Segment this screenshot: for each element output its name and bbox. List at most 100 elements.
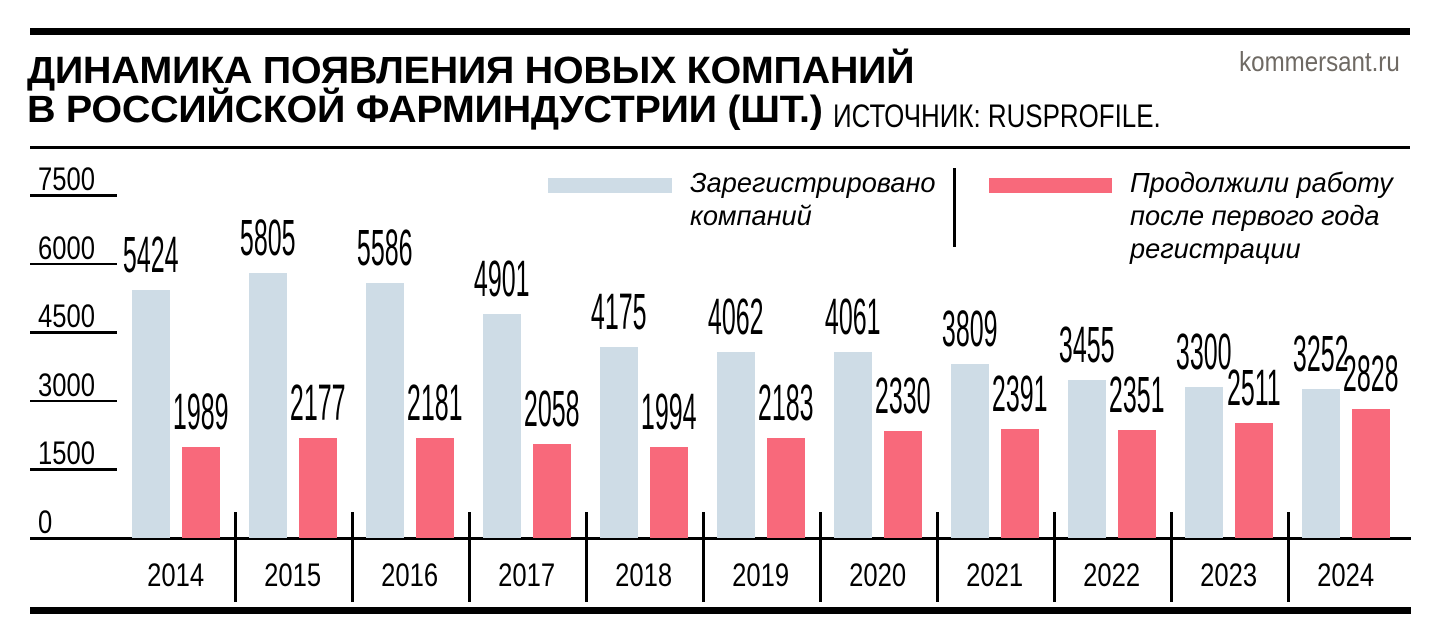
y-axis-label-4500: 4500	[38, 300, 109, 332]
value-label-registered-2024: 3252	[1241, 328, 1401, 379]
value-label-survived-2024-text: 2828	[1343, 345, 1399, 402]
value-label-registered-2019-text: 4062	[708, 288, 764, 345]
x-axis-label-2021-text: 2021	[966, 557, 1024, 593]
x-axis-separator-3	[585, 512, 588, 602]
value-label-survived-2018-text: 1994	[641, 383, 697, 440]
value-label-survived-2022-text: 2351	[1109, 366, 1165, 423]
value-label-survived-2016: 2181	[355, 377, 515, 428]
bar-survived-2017	[533, 444, 571, 538]
bar-survived-2023	[1235, 423, 1273, 538]
title-line-1: ДИНАМИКА ПОЯВЛЕНИЯ НОВЫХ КОМПАНИЙ	[27, 52, 915, 91]
legend-swatch-survived	[989, 178, 1112, 193]
legend-survived-line-3: регистрации	[1130, 232, 1401, 265]
bar-survived-2019	[767, 438, 805, 538]
value-label-registered-2017: 4901	[422, 253, 582, 304]
x-axis-label-2023-text: 2023	[1200, 557, 1258, 593]
x-axis-separator-1	[351, 512, 354, 602]
value-label-survived-2019-text: 2183	[758, 374, 814, 431]
legend-divider	[953, 168, 956, 247]
source-label-text: ИСТОЧНИК: RUSPROFILE.	[833, 98, 1161, 134]
x-axis-label-2016-text: 2016	[381, 557, 439, 593]
bar-registered-2019	[717, 352, 755, 538]
value-label-registered-2018: 4175	[539, 286, 699, 337]
value-label-registered-2021-text: 3809	[942, 300, 998, 357]
bottom-rule	[30, 607, 1411, 614]
value-label-registered-2024-text: 3252	[1293, 325, 1349, 382]
y-axis-tick-6000	[30, 262, 117, 266]
bar-registered-2018	[600, 347, 638, 538]
bar-survived-2021	[1001, 429, 1039, 538]
legend-registered-line-1: Зарегистрировано	[690, 166, 943, 199]
x-axis-label-2024-text: 2024	[1317, 557, 1375, 593]
x-axis-label-2024: 2024	[1266, 559, 1426, 591]
bar-registered-2023	[1185, 387, 1223, 538]
legend-survived-line-3-text: регистрации	[1130, 233, 1301, 264]
y-axis-label-6000: 6000	[38, 232, 109, 264]
x-axis-label-2018-text: 2018	[615, 557, 673, 593]
value-label-registered-2023: 3300	[1124, 326, 1284, 377]
value-label-survived-2015: 2177	[238, 377, 398, 428]
legend-survived-line-2-text: после первого года	[1130, 200, 1380, 231]
title-line-1-text: ДИНАМИКА ПОЯВЛЕНИЯ НОВЫХ КОМПАНИЙ	[27, 50, 915, 92]
value-label-registered-2015-text: 5805	[240, 209, 296, 266]
value-label-survived-2023-text: 2511	[1227, 359, 1281, 416]
bar-registered-2022	[1068, 380, 1106, 538]
value-label-survived-2020-text: 2330	[875, 367, 931, 424]
value-label-survived-2020: 2330	[823, 370, 983, 421]
x-axis-label-2021: 2021	[915, 559, 1075, 591]
x-axis-separator-2	[468, 512, 471, 602]
value-label-survived-2017-text: 2058	[524, 380, 580, 437]
x-axis-label-2022: 2022	[1032, 559, 1192, 591]
bar-registered-2021	[951, 364, 989, 538]
legend-registered-line-2-text: компаний	[690, 200, 812, 231]
x-axis-label-2014-text: 2014	[147, 557, 205, 593]
bar-survived-2022	[1118, 430, 1156, 538]
x-axis-label-2020-text: 2020	[849, 557, 907, 593]
value-label-survived-2017: 2058	[472, 383, 632, 434]
legend-registered-line-2: компаний	[690, 199, 943, 232]
title-line-2: В РОССИЙСКОЙ ФАРМИНДУСТРИИ (ШТ.)	[27, 91, 880, 130]
value-label-registered-2020: 4061	[773, 291, 933, 342]
x-axis-separator-8	[1170, 512, 1173, 602]
y-axis-label-3000: 3000	[38, 369, 109, 401]
y-axis-label-7500-text: 7500	[38, 161, 95, 197]
y-axis-label-6000-text: 6000	[38, 229, 95, 266]
value-label-survived-2023: 2511	[1174, 362, 1334, 413]
y-axis-label-1500-text: 1500	[38, 435, 95, 472]
bar-survived-2020	[884, 431, 922, 538]
value-label-survived-2014-text: 1989	[173, 383, 229, 440]
value-label-registered-2016-text: 5586	[357, 219, 413, 276]
value-label-registered-2014: 5424	[71, 229, 231, 280]
y-axis-label-1500: 1500	[38, 437, 109, 469]
x-axis-label-2019-text: 2019	[732, 557, 790, 593]
value-label-registered-2022-text: 3455	[1059, 316, 1115, 373]
bar-registered-2014	[132, 290, 170, 538]
bar-survived-2018	[650, 447, 688, 538]
x-axis-separator-9	[1287, 512, 1290, 602]
y-axis-label-7500: 7500	[38, 163, 109, 195]
site-watermark-text: kommersant.ru	[1239, 46, 1400, 77]
bar-survived-2014	[182, 447, 220, 538]
x-axis-label-2019: 2019	[681, 559, 841, 591]
value-label-survived-2015-text: 2177	[290, 374, 346, 431]
x-axis-separator-5	[819, 512, 822, 602]
x-axis-separator-4	[702, 512, 705, 602]
value-label-survived-2021-text: 2391	[992, 365, 1048, 422]
value-label-registered-2019: 4062	[656, 291, 816, 342]
bar-registered-2016	[366, 283, 404, 538]
site-watermark: kommersant.ru	[1213, 48, 1400, 76]
y-axis-tick-4500	[30, 331, 117, 334]
x-axis-label-2023: 2023	[1149, 559, 1309, 591]
value-label-registered-2020-text: 4061	[825, 288, 881, 345]
x-axis-separator-6	[936, 512, 939, 602]
bar-survived-2024	[1352, 409, 1390, 538]
x-axis-label-2020: 2020	[798, 559, 958, 591]
value-label-registered-2016: 5586	[305, 222, 465, 273]
value-label-registered-2022: 3455	[1007, 319, 1167, 370]
chart-title: ДИНАМИКА ПОЯВЛЕНИЯ НОВЫХ КОМПАНИЙ В РОСС…	[27, 52, 915, 130]
value-label-survived-2024: 2828	[1291, 348, 1440, 399]
legend-survived-line-2: после первого года	[1130, 199, 1401, 232]
y-axis-tick-3000	[30, 399, 117, 403]
value-label-survived-2019: 2183	[706, 377, 866, 428]
